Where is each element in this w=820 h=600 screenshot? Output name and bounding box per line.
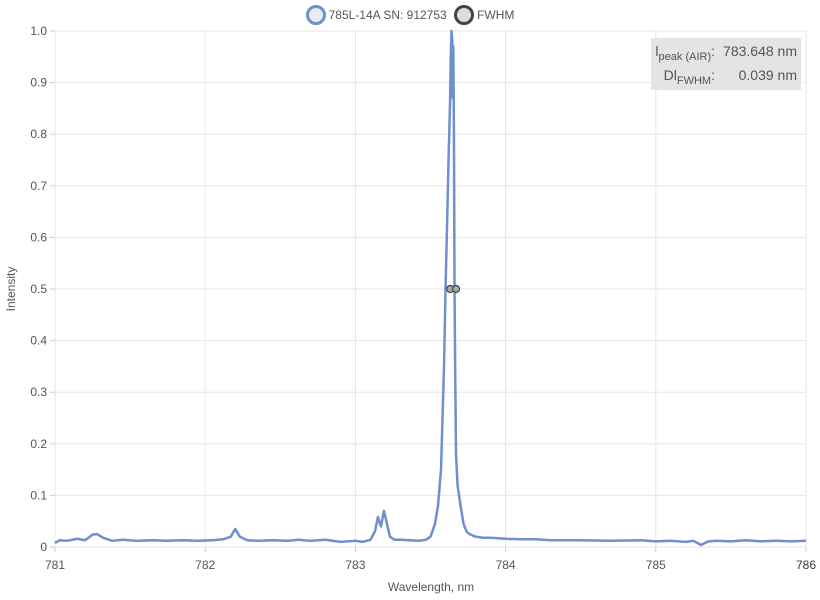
y-tick-label: 0.6 [30, 230, 47, 244]
legend-item-series[interactable]: 785L-14A SN: 912753 [305, 5, 447, 25]
x-end-tick-label: 786 [796, 558, 816, 572]
legend-series-label: 785L-14A SN: 912753 [328, 8, 447, 22]
y-axis-ticks: 0 0.1 0.2 0.3 0.4 0.5 0.6 0.7 0.8 0.9 1.0 [30, 24, 55, 554]
y-axis-label: Intensity [4, 267, 18, 312]
x-axis-label: Wavelength, nm [388, 580, 474, 594]
y-tick-label: 0.9 [30, 76, 47, 90]
peak-wavelength-value: 783.648 nm [723, 43, 797, 59]
fwhm-point [451, 284, 461, 294]
legend-fwhm-swatch-icon [454, 5, 475, 25]
y-tick-label: 0.2 [30, 437, 47, 451]
legend-series-swatch-icon [305, 5, 326, 25]
y-tick-label: 0.1 [30, 488, 47, 502]
x-tick-label: 786 [796, 558, 816, 572]
x-tick-label: 781 [45, 558, 65, 572]
legend-fwhm-label: FWHM [477, 8, 515, 22]
y-tick-label: 0.5 [30, 282, 47, 296]
x-tick-label: 783 [345, 558, 365, 572]
chart-legend: 785L-14A SN: 912753 FWHM [0, 5, 820, 28]
y-tick-label: 0.4 [30, 334, 47, 348]
fwhm-markers [446, 284, 461, 294]
legend-item-fwhm[interactable]: FWHM [454, 5, 514, 25]
x-tick-label: 784 [496, 558, 516, 572]
peak-wavelength-label: lpeak (AIR): [655, 43, 715, 63]
y-tick-label: 0.3 [30, 385, 47, 399]
chart-grid [54, 30, 807, 548]
x-tick-label: 782 [195, 558, 215, 572]
fwhm-label: DlFWHM: [663, 67, 715, 87]
y-tick-label: 0 [40, 540, 47, 554]
peak-info-box: lpeak (AIR): 783.648 nm DlFWHM: 0.039 nm [651, 38, 801, 90]
series-line [54, 29, 807, 547]
x-tick-label: 785 [646, 558, 666, 572]
fwhm-value: 0.039 nm [738, 67, 797, 83]
y-tick-label: 0.7 [30, 179, 47, 193]
y-tick-label: 0.8 [30, 127, 47, 141]
y-tick-label: 1.0 [30, 24, 47, 38]
